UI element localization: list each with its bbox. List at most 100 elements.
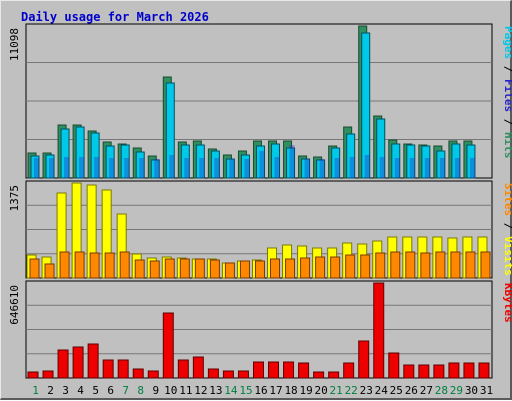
hits-files-pages-side-label-part-4: Hits <box>502 132 512 159</box>
kbytes-bar <box>42 370 54 379</box>
day-label-22: 22 <box>345 384 358 397</box>
kbytes-bar <box>192 356 204 379</box>
kbytes-bar <box>177 359 189 379</box>
kbytes-bar <box>373 282 385 379</box>
kbytes-bar <box>448 362 460 379</box>
kbytes-bar <box>237 370 249 379</box>
kbytes-bar <box>478 362 490 379</box>
files-bar <box>451 143 461 179</box>
sites-bar <box>44 263 55 279</box>
day-label-7: 7 <box>122 384 129 397</box>
sites-bar <box>315 256 326 279</box>
kbytes-bar <box>283 361 295 379</box>
day-label-17: 17 <box>269 384 282 397</box>
files-bar <box>105 145 115 179</box>
kbytes-bar <box>403 364 415 379</box>
sites-bar <box>420 252 431 279</box>
kbytes-bar <box>388 352 400 379</box>
files-bar <box>316 159 326 179</box>
files-bar <box>135 151 145 179</box>
sites-bar <box>300 257 311 279</box>
pages-bar <box>334 158 340 178</box>
visits-sites-axis-max-label: 1375 <box>8 185 21 212</box>
kbytes-bar <box>298 362 310 379</box>
sites-bar <box>239 260 250 279</box>
day-label-6: 6 <box>107 384 114 397</box>
visits-sites-side-label-part-1: / <box>502 216 512 236</box>
kbytes-bar <box>343 362 355 379</box>
kbytes-bar <box>328 371 340 379</box>
files-bar <box>255 145 265 179</box>
sites-bar <box>390 251 401 279</box>
sites-bar <box>285 258 296 279</box>
kbytes-side-label: KBytes <box>502 283 512 323</box>
files-bar <box>150 159 160 179</box>
pages-bar <box>454 158 460 178</box>
pages-bar <box>199 158 205 178</box>
day-label-20: 20 <box>315 384 328 397</box>
kbytes-bar <box>207 368 219 379</box>
sites-bar <box>179 258 190 279</box>
pages-bar <box>304 159 310 178</box>
day-label-28: 28 <box>435 384 448 397</box>
hits-files-pages-side-label-part-1: / <box>502 59 512 79</box>
day-label-10: 10 <box>164 384 177 397</box>
sites-bar <box>330 256 341 279</box>
sites-bar <box>74 251 85 279</box>
kbytes-bar <box>358 340 370 379</box>
sites-bar <box>360 254 371 279</box>
visits-sites-side-label-part-2: Visits <box>502 236 512 276</box>
sites-bar <box>134 259 145 279</box>
hits-files-pages-panel: 11098 Pages / Files / Hits <box>8 23 512 179</box>
pages-bar <box>409 158 415 178</box>
sites-bar <box>149 260 160 279</box>
files-bar <box>225 158 235 179</box>
sites-bar <box>119 251 130 279</box>
pages-bar <box>34 158 39 178</box>
day-label-14: 14 <box>224 384 238 397</box>
sites-bar <box>270 258 281 279</box>
files-bar <box>466 144 476 179</box>
kbytes-bar <box>102 359 114 379</box>
day-label-31: 31 <box>480 384 493 397</box>
pages-bar <box>244 159 250 178</box>
sites-bar <box>405 251 416 279</box>
sites-bar <box>209 259 220 279</box>
sites-bar <box>375 252 386 279</box>
sites-bar <box>254 260 265 279</box>
sites-bar <box>89 252 100 279</box>
day-label-18: 18 <box>284 384 297 397</box>
pages-bar <box>214 158 220 178</box>
files-bar <box>376 118 386 179</box>
day-label-30: 30 <box>465 384 478 397</box>
pages-bar <box>289 145 295 178</box>
day-label-13: 13 <box>209 384 222 397</box>
kbytes-bar <box>313 371 325 379</box>
kbytes-bar <box>132 368 144 379</box>
pages-bar <box>349 157 355 178</box>
files-bar <box>421 145 431 179</box>
files-bar <box>240 154 250 179</box>
day-label-4: 4 <box>77 384 84 397</box>
pages-bar <box>154 159 160 178</box>
pages-bar <box>124 158 130 178</box>
day-label-9: 9 <box>152 384 159 397</box>
pages-bar <box>379 157 385 178</box>
kbytes-bar <box>222 370 234 379</box>
files-bar <box>301 158 311 179</box>
files-bar <box>195 144 205 179</box>
day-label-29: 29 <box>450 384 463 397</box>
kbytes-axis-max-label: 646610 <box>8 285 21 325</box>
kbytes-bar <box>162 312 174 379</box>
files-bar <box>30 155 40 179</box>
kbytes-bar <box>433 364 445 379</box>
chart-title: Daily usage for March 2026 <box>21 10 209 24</box>
kbytes-bar <box>463 362 475 379</box>
pages-bar <box>469 158 475 178</box>
files-bar <box>406 144 416 179</box>
day-label-19: 19 <box>299 384 312 397</box>
kbytes-bar <box>252 361 264 379</box>
files-bar <box>210 150 220 179</box>
kbytes-bar <box>27 371 39 379</box>
